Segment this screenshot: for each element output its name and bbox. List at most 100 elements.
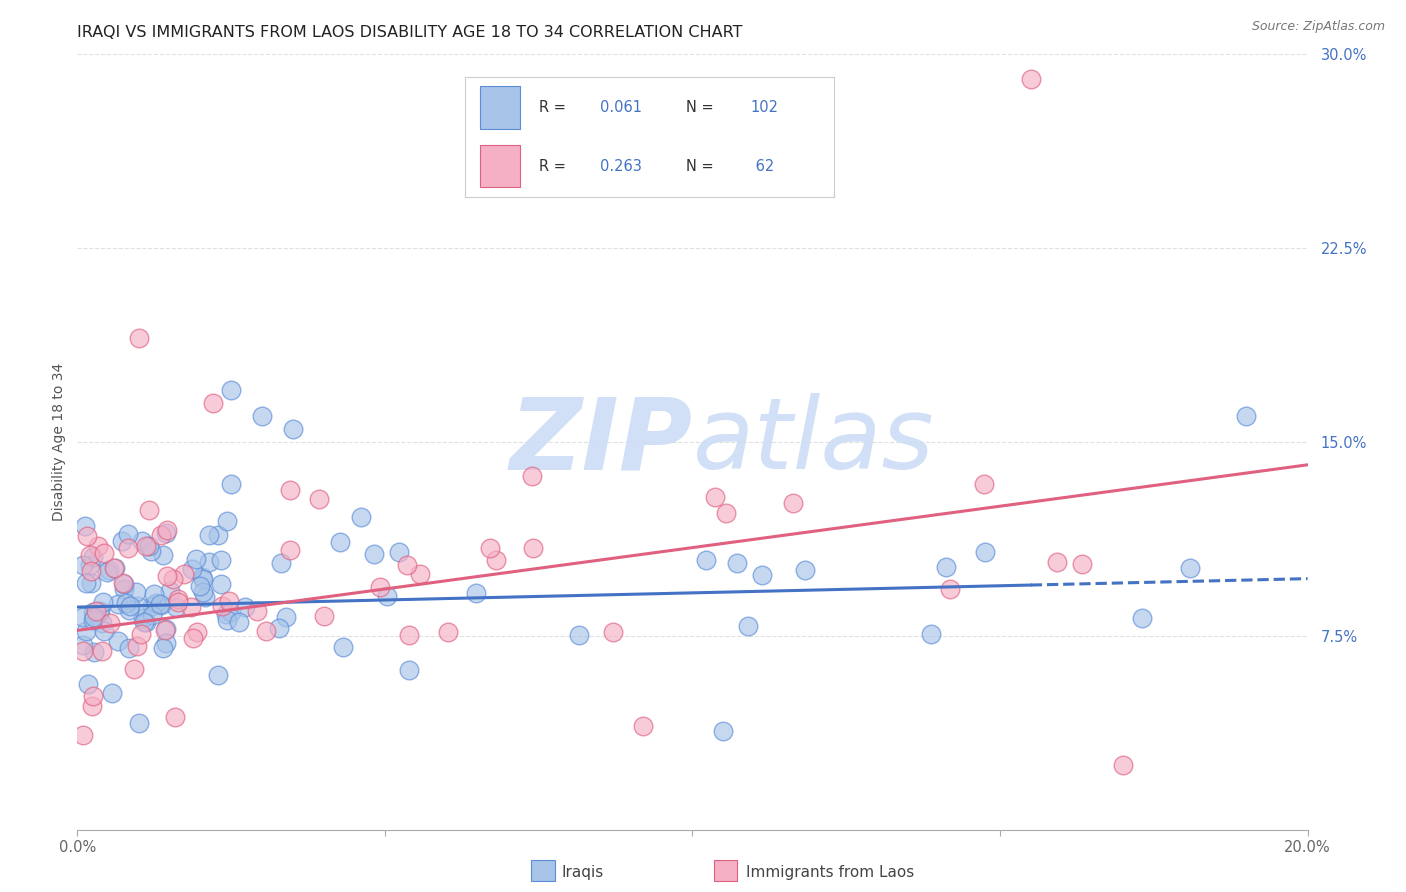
Point <box>128 716 150 731</box>
Point <box>87 539 110 553</box>
Point <box>155 636 177 650</box>
Point <box>107 597 129 611</box>
Point <box>128 331 150 345</box>
Point <box>127 599 149 613</box>
Point <box>567 628 589 642</box>
Point <box>114 596 136 610</box>
Point <box>117 541 139 556</box>
Point <box>254 624 277 639</box>
Point <box>350 510 373 524</box>
Point <box>173 567 195 582</box>
Point <box>479 541 502 555</box>
Point <box>695 552 717 566</box>
Point <box>737 619 759 633</box>
Point <box>138 539 160 553</box>
Point <box>219 477 242 491</box>
Point <box>72 643 94 657</box>
Point <box>82 698 104 713</box>
Point <box>89 604 111 618</box>
Point <box>219 605 242 619</box>
Point <box>211 599 233 614</box>
Point <box>935 560 957 574</box>
Point <box>194 590 217 604</box>
Point <box>91 595 114 609</box>
Point <box>112 577 135 591</box>
Point <box>703 490 725 504</box>
Point <box>75 624 97 639</box>
Point <box>387 545 409 559</box>
Point <box>1130 611 1153 625</box>
Point <box>215 514 238 528</box>
Point <box>145 596 167 610</box>
Point <box>973 477 995 491</box>
Point <box>139 544 162 558</box>
Point <box>120 599 142 614</box>
Point <box>1070 557 1092 571</box>
Point <box>233 599 256 614</box>
Point <box>602 624 624 639</box>
Point <box>111 534 134 549</box>
Point <box>72 728 94 742</box>
Point <box>276 609 298 624</box>
Point <box>117 527 139 541</box>
Point <box>395 558 418 572</box>
Point <box>131 534 153 549</box>
Point <box>135 615 157 630</box>
Point <box>250 409 273 423</box>
Point <box>101 685 124 699</box>
Point <box>82 614 104 628</box>
Point <box>89 605 111 619</box>
Point <box>363 548 385 562</box>
Point <box>201 395 224 409</box>
Point <box>714 506 737 520</box>
Point <box>217 614 239 628</box>
Point <box>181 561 204 575</box>
Point <box>1178 561 1201 575</box>
Point <box>1046 555 1069 569</box>
Point <box>197 555 219 569</box>
Point <box>1234 409 1257 423</box>
Point <box>332 640 354 655</box>
Point <box>191 570 214 584</box>
Point <box>219 383 242 397</box>
Point <box>79 548 101 562</box>
Point <box>520 469 543 483</box>
Point <box>152 641 174 656</box>
Point <box>75 575 97 590</box>
Point <box>72 609 94 624</box>
Point <box>782 496 804 510</box>
Point <box>122 662 145 676</box>
Point <box>711 724 734 739</box>
Point <box>314 608 336 623</box>
Point <box>82 689 104 703</box>
Text: Iraqis: Iraqis <box>562 865 605 880</box>
Point <box>198 528 221 542</box>
Point <box>281 422 304 436</box>
Point <box>141 599 163 613</box>
Point <box>107 633 129 648</box>
Point <box>165 599 187 614</box>
Point <box>135 539 157 553</box>
Point <box>409 566 432 581</box>
Point <box>155 525 177 540</box>
Point <box>156 523 179 537</box>
Point <box>725 556 748 570</box>
Point <box>138 503 160 517</box>
Point <box>267 621 290 635</box>
Point <box>209 577 232 591</box>
Point <box>77 677 100 691</box>
Point <box>82 605 104 619</box>
Point <box>143 587 166 601</box>
Point <box>398 627 420 641</box>
Point <box>125 640 148 654</box>
Point <box>207 527 229 541</box>
Point <box>141 607 163 622</box>
Text: ZIP: ZIP <box>509 393 693 490</box>
Point <box>82 550 104 565</box>
Point <box>193 572 215 586</box>
Point <box>153 623 176 637</box>
Point <box>166 592 188 607</box>
Point <box>72 558 94 573</box>
Point <box>184 551 207 566</box>
Point <box>112 582 135 597</box>
